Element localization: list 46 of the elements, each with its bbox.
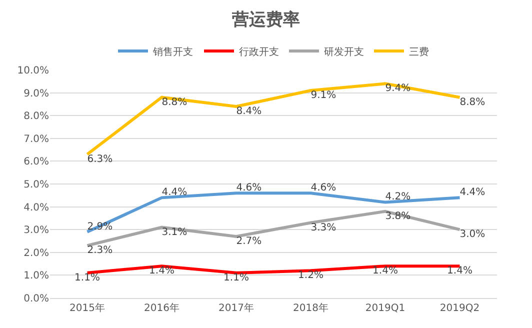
y-tick-label: 8.0% [24, 111, 49, 122]
x-tick-label: 2018年 [293, 302, 328, 314]
legend-label: 销售开支 [152, 46, 193, 58]
data-label: 1.2% [298, 270, 324, 282]
y-tick-label: 10.0% [17, 66, 49, 76]
x-tick-label: 2019Q1 [365, 303, 406, 314]
data-label: 4.6% [236, 182, 262, 194]
x-tick-label: 2015年 [70, 302, 105, 314]
data-label: 6.3% [87, 154, 113, 165]
data-label: 4.4% [162, 187, 188, 198]
line-series [86, 82, 462, 156]
line-series [86, 210, 462, 248]
data-label: 1.4% [149, 266, 174, 277]
data-label: 9.1% [310, 90, 336, 102]
data-label: 1.1% [74, 272, 100, 284]
data-label: 3.3% [310, 222, 336, 234]
data-label: 3.0% [460, 229, 486, 240]
data-label: 4.6% [310, 182, 336, 194]
data-label: 3.1% [162, 226, 188, 238]
y-tick-label: 4.0% [24, 202, 49, 214]
data-label: 4.4% [460, 187, 486, 198]
y-tick-label: 0.0% [24, 294, 49, 304]
data-label: 8.8% [460, 96, 486, 108]
y-tick-label: 2.0% [24, 248, 49, 259]
y-tick-label: 6.0% [24, 156, 49, 168]
legend-label: 研发开支 [324, 46, 364, 58]
data-label: 2.7% [236, 236, 262, 247]
data-label: 4.2% [385, 192, 411, 203]
x-tick-label: 2019Q2 [440, 303, 480, 314]
y-tick-label: 1.0% [24, 270, 49, 282]
y-tick-label: 9.0% [24, 88, 49, 100]
y-tick-label: 5.0% [24, 180, 49, 190]
x-tick-label: 2017年 [218, 302, 254, 314]
x-tick-label: 2016年 [144, 302, 180, 314]
y-tick-label: 7.0% [24, 134, 49, 145]
data-label: 1.4% [372, 266, 398, 277]
data-label: 1.1% [224, 272, 249, 284]
data-label: 2.3% [87, 245, 113, 256]
legend-label: 行政开支 [239, 46, 279, 58]
data-label: 8.8% [162, 96, 188, 108]
data-label: 8.4% [236, 106, 262, 117]
y-tick-label: 3.0% [24, 225, 49, 236]
data-label: 1.4% [447, 266, 472, 277]
chart-title: 营运费率 [231, 10, 300, 30]
data-label: 3.8% [385, 210, 411, 222]
legend-label: 三费 [409, 46, 429, 58]
